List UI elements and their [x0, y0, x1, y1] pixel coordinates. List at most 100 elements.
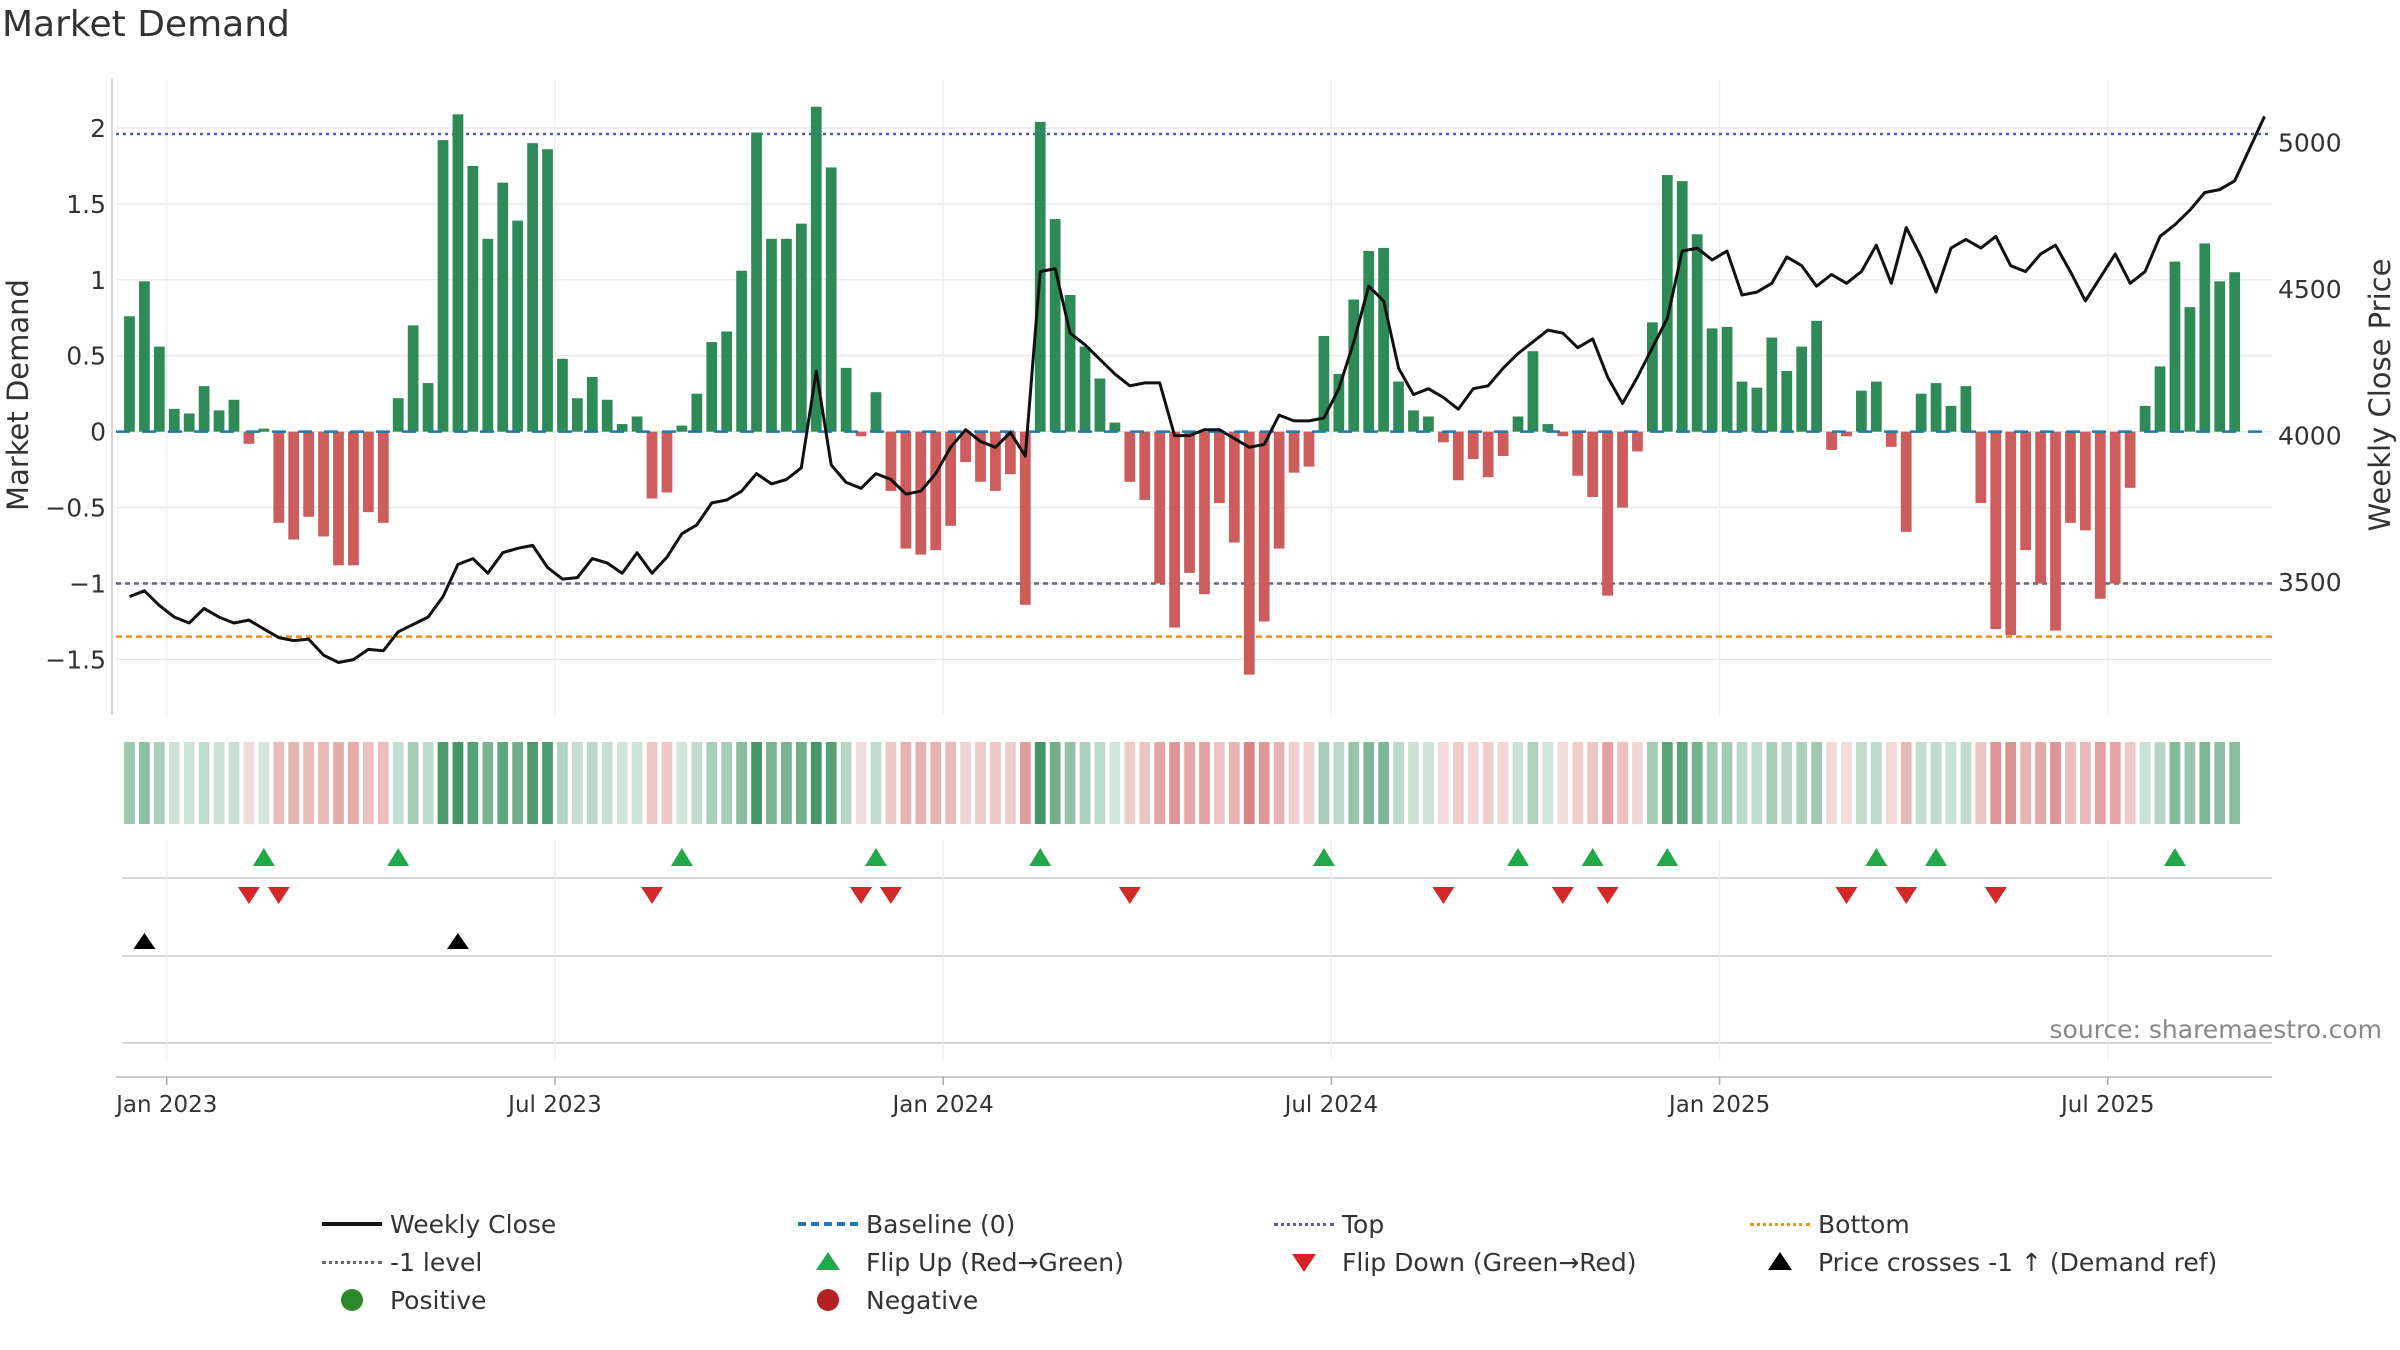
heat-cell [990, 742, 1001, 824]
bar-positive [228, 399, 240, 432]
heat-cell [124, 742, 135, 824]
bar-positive [1393, 381, 1404, 432]
bar-positive [1706, 328, 1718, 432]
heat-cell [1945, 742, 1957, 824]
bar-positive [1870, 381, 1882, 432]
bar-positive [1811, 320, 1822, 432]
heat-cell [885, 742, 897, 824]
price-cross-marker [133, 933, 156, 949]
heat-cell [676, 742, 688, 824]
flip-down-marker [1432, 887, 1455, 904]
bar-positive [183, 413, 195, 432]
bar-positive [1930, 383, 1942, 432]
heat-cell [1184, 742, 1195, 824]
bar-positive [1109, 422, 1121, 432]
bar-negative [661, 431, 673, 493]
heat-cell [362, 742, 374, 824]
bar-positive [467, 165, 479, 432]
heat-cell [721, 742, 733, 824]
flip-up-marker [387, 848, 410, 866]
bar-negative [1228, 431, 1240, 543]
bar-positive [198, 386, 210, 432]
y2-tick-label: 5000 [2278, 129, 2342, 158]
flip-down-marker [267, 887, 290, 904]
heat-cell [1706, 742, 1718, 824]
bar-negative [1572, 431, 1584, 476]
bar-positive [124, 316, 135, 432]
legend-item-flip-up: Flip Up (Red→Green) [794, 1244, 1124, 1280]
heat-cell [1542, 742, 1554, 824]
bar-positive [601, 399, 613, 432]
heat-cell [1363, 742, 1375, 824]
price-series [128, 115, 2266, 664]
heat-cell [2020, 742, 2032, 824]
flip-down-marker [1895, 887, 1918, 904]
heat-cell [228, 742, 240, 824]
y2-tick-label: 3500 [2278, 568, 2342, 597]
flip-up-marker [1581, 848, 1604, 866]
bar-negative [1154, 431, 1166, 584]
heat-cell [1557, 742, 1569, 824]
heat-cell [631, 742, 643, 824]
heat-cell [452, 742, 464, 824]
heat-cell [586, 742, 598, 824]
bar-positive [1542, 424, 1554, 432]
dashed-line-icon [798, 1222, 858, 1226]
bar-positive [2169, 261, 2181, 432]
bar-positive [422, 383, 434, 432]
event-markers [122, 840, 2272, 1060]
y-tick-label: −0.5 [45, 494, 106, 523]
bar-negative [1841, 431, 1852, 437]
heat-cell [213, 742, 225, 824]
heat-cell [1437, 742, 1449, 824]
heat-cell [512, 742, 524, 824]
bar-positive [557, 358, 568, 432]
heat-cell [1751, 742, 1763, 824]
bar-positive [2184, 307, 2196, 432]
heat-cell [2065, 742, 2076, 824]
heat-cell [870, 742, 882, 824]
heat-cell [2124, 742, 2136, 824]
bar-negative [2020, 431, 2032, 551]
bar-negative [646, 431, 658, 499]
heat-cell [1303, 742, 1315, 824]
bar-negative [2109, 431, 2121, 584]
legend-item-flip-down: Flip Down (Green→Red) [1270, 1244, 1637, 1280]
bar-positive [1064, 295, 1076, 432]
flip-down-marker [1596, 887, 1619, 904]
bar-negative [362, 431, 374, 513]
bar-positive [168, 408, 180, 432]
bar-positive [213, 410, 225, 432]
bar-negative [1139, 431, 1151, 500]
heat-cell [1348, 742, 1360, 824]
axes: 2 1.5 1 0.5 0 −0.5 −1 −1.5 5000 4500 4000 3500 Marke… [1, 78, 2397, 715]
bar-positive [691, 393, 703, 432]
bar-positive [1363, 250, 1375, 432]
x-tick-label: Jul 2024 [1283, 1092, 1379, 1118]
legend-item-baseline: Baseline (0) [794, 1206, 1015, 1242]
heat-cell [1243, 742, 1255, 824]
legend-label: Flip Down (Green→Red) [1342, 1247, 1637, 1277]
heat-cell [736, 742, 747, 824]
triangle-up-icon [1768, 1252, 1792, 1270]
bar-negative [273, 431, 285, 523]
legend-item-price-cross: Price crosses -1 ↑ (Demand ref) [1746, 1244, 2217, 1280]
bar-positive [1079, 346, 1091, 432]
bar-positive [706, 342, 718, 432]
bar-positive [795, 223, 807, 432]
x-tick-label: Jul 2023 [506, 1092, 602, 1118]
heat-cell [377, 742, 389, 824]
heat-cell [1482, 742, 1494, 824]
bar-positive [527, 143, 538, 432]
heat-cell [1856, 742, 1867, 824]
heat-cell [1960, 742, 1972, 824]
bar-positive [1423, 416, 1434, 432]
heat-cell [1393, 742, 1404, 824]
heat-cell [691, 742, 703, 824]
heat-cell [1288, 742, 1300, 824]
bar-negative [960, 431, 971, 463]
legend-item-positive: Positive [318, 1282, 486, 1318]
heat-cell [1452, 742, 1464, 824]
heat-cell [557, 742, 568, 824]
y-tick-label: 0.5 [66, 342, 106, 371]
